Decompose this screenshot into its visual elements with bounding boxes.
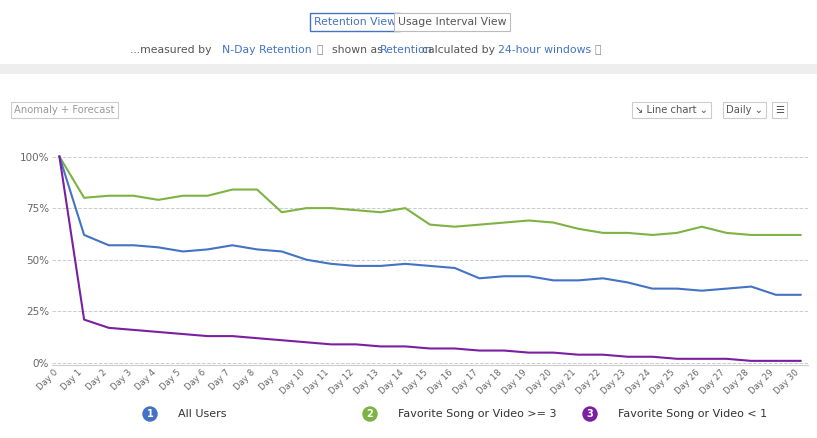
Text: All Users: All Users [178, 409, 226, 419]
Text: 24-hour windows: 24-hour windows [498, 45, 592, 55]
Text: Favorite Song or Video >= 3: Favorite Song or Video >= 3 [398, 409, 556, 419]
Text: ↘ Line chart ⌄: ↘ Line chart ⌄ [635, 105, 708, 115]
Text: 3: 3 [587, 409, 593, 419]
Text: shown as: shown as [332, 45, 382, 55]
Text: ☰: ☰ [775, 105, 784, 115]
Text: Favorite Song or Video < 1: Favorite Song or Video < 1 [618, 409, 767, 419]
Text: ...measured by: ...measured by [130, 45, 212, 55]
Text: Retention: Retention [380, 45, 433, 55]
Text: Anomaly + Forecast: Anomaly + Forecast [14, 105, 114, 115]
Text: 2: 2 [367, 409, 373, 419]
Text: ⓘ: ⓘ [316, 45, 323, 55]
Text: 1: 1 [146, 409, 154, 419]
Text: N-Day Retention: N-Day Retention [222, 45, 311, 55]
Text: Retention View: Retention View [314, 17, 396, 27]
Text: ⓘ: ⓘ [594, 45, 600, 55]
Text: Daily ⌄: Daily ⌄ [726, 105, 763, 115]
Text: calculated by: calculated by [422, 45, 495, 55]
Text: Usage Interval View: Usage Interval View [398, 17, 507, 27]
